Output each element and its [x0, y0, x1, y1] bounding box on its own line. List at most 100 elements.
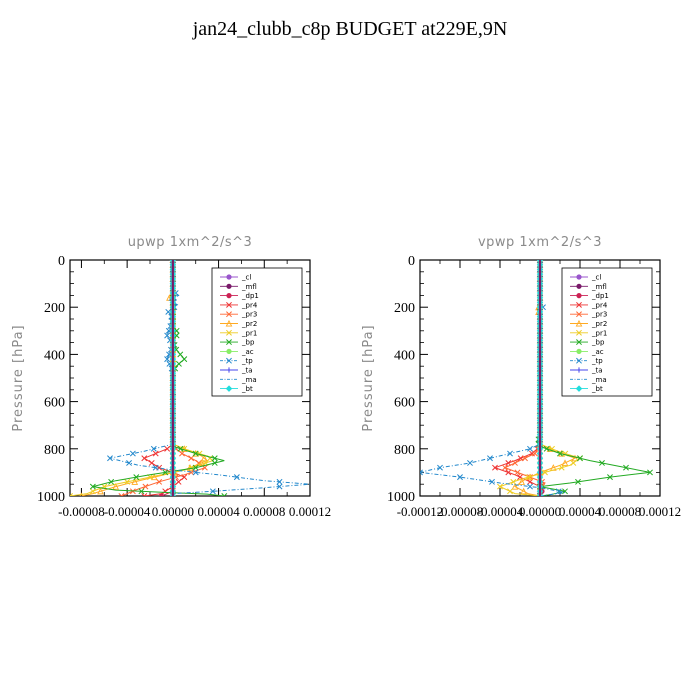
legend-entry-tp-marker	[576, 357, 582, 364]
x-tick-label: -0.00004	[477, 504, 524, 519]
series-pr3-point	[118, 493, 125, 496]
series-tp-point	[129, 450, 136, 457]
legend-entry-bt: _bt	[570, 385, 603, 393]
legend-box	[561, 267, 653, 397]
series-pr3-point	[514, 469, 521, 476]
legend-entry-ac-marker	[226, 348, 232, 354]
legend-entry-pr3: _pr3	[220, 311, 257, 319]
series-pr2-point	[518, 478, 525, 485]
y-tick-label: 0	[408, 254, 415, 269]
legend-entry-pr2-label: _pr2	[591, 320, 607, 328]
legend-entry-mfl: _mfl	[220, 283, 257, 291]
legend-entry-ma-label: _ma	[591, 376, 607, 384]
series-tp-point	[192, 469, 199, 476]
x-tick-label: -0.00004	[104, 504, 151, 519]
series-tp-point	[152, 464, 159, 471]
series-pr1-point	[70, 493, 73, 496]
y-tick-label: 0	[58, 254, 65, 269]
x-tick-label: 0.00004	[559, 504, 602, 519]
legend-entry-pr1: _pr1	[220, 329, 257, 337]
y-tick-label: 600	[44, 396, 65, 411]
series-pr4	[141, 260, 188, 496]
legend-entry-mfl-label: _mfl	[591, 283, 607, 291]
x-tick-label: 0.00000	[519, 504, 561, 519]
series-pr1-line	[498, 260, 582, 496]
series-tp-point	[489, 478, 495, 485]
legend-entry-bp-marker	[226, 339, 232, 346]
legend-entry-mfl-label: _mfl	[241, 283, 257, 291]
legend-entry-pr4-label: _pr4	[591, 301, 608, 309]
legend-entry-tp-label: _tp	[241, 357, 253, 365]
series-bp-point	[221, 493, 228, 496]
series-bp-point	[211, 455, 218, 462]
series-tp-point	[467, 460, 473, 466]
legend-entry-bt: _bt	[220, 385, 253, 393]
legend-entry-cl-label: _cl	[241, 274, 251, 282]
series-pr1-point	[570, 460, 577, 466]
series-pr2-point	[112, 482, 120, 490]
x-tick-label: 0.00008	[243, 504, 285, 519]
y-tick-label: 200	[394, 301, 415, 316]
legend-entry-dp1: _dp1	[570, 292, 609, 300]
series-pr4-point	[164, 445, 171, 452]
series-bp-point	[575, 478, 581, 485]
y-tick-label: 400	[44, 348, 65, 363]
series-pr1	[70, 260, 214, 496]
legend-entry-bp: _bp	[220, 339, 255, 347]
legend-entry-bp-label: _bp	[591, 339, 605, 347]
series-bp-point	[173, 327, 180, 334]
series-pr3-point	[512, 460, 518, 466]
legend-entry-ta-label: _ta	[591, 367, 603, 375]
legend-entry-pr3: _pr3	[570, 311, 607, 319]
series-pr2-point	[97, 487, 104, 495]
series-pr4-point	[505, 460, 512, 466]
series-tp-point	[276, 483, 283, 490]
series-pr4-point	[492, 464, 498, 471]
legend-entry-bp: _bp	[570, 339, 605, 347]
series-bp-point	[562, 488, 568, 495]
legend-entry-pr4: _pr4	[220, 301, 258, 309]
series-pr4-point	[152, 450, 159, 457]
series-tp-point	[164, 332, 171, 339]
legend-entry-ma-label: _ma	[241, 376, 257, 384]
y-tick-label: 1000	[387, 490, 415, 505]
legend-entry-dp1-label: _dp1	[591, 292, 609, 300]
legend-entry-pr1: _pr1	[570, 329, 607, 337]
series-bp-point	[181, 356, 188, 363]
series-tp-point	[507, 450, 513, 457]
page-title: jan24_clubb_c8p BUDGET at229E,9N	[192, 18, 508, 40]
legend-entry-pr2: _pr2	[570, 319, 607, 328]
series-bp-point	[133, 474, 140, 481]
series-pr3-line	[121, 260, 206, 496]
legend-entry-mfl: _mfl	[570, 283, 607, 291]
series-bp-point	[543, 445, 550, 452]
series-bp-point	[173, 332, 180, 339]
legend-entry-bt-label: _bt	[241, 385, 253, 393]
series-pr2-point	[198, 459, 205, 467]
series-bp-point	[108, 478, 115, 485]
series-pr2	[79, 260, 209, 496]
series-pr4-point	[141, 493, 148, 496]
series-tp-point	[457, 474, 463, 481]
series-bp-point	[647, 469, 653, 476]
legend-entry-ta-label: _ta	[241, 367, 253, 375]
series-bp-point	[577, 455, 583, 462]
legend-entry-pr3-marker	[226, 311, 232, 318]
legend-entry-pr2-marker	[575, 319, 583, 327]
y-tick-label: 200	[44, 301, 65, 316]
series-pr2-point	[511, 482, 519, 490]
legend-entry-pr1-marker	[576, 329, 582, 336]
series-tp-point	[209, 488, 216, 495]
series-pr1-point	[507, 488, 513, 495]
chart-subtitle: vpwp 1xm^2/s^3	[478, 235, 602, 250]
series-tp-point	[420, 469, 423, 476]
legend-entry-bt-marker	[225, 385, 233, 392]
series-pr4	[492, 260, 543, 496]
series-pr1-point	[525, 474, 532, 481]
y-axis-label: Pressure [hPa]	[11, 324, 26, 431]
y-tick-label: 800	[394, 443, 415, 458]
legend-entry-ac-marker	[576, 348, 582, 354]
legend-entry-tp: _tp	[220, 357, 253, 365]
series-bp-point	[211, 460, 218, 466]
series-tp-point	[126, 460, 133, 466]
